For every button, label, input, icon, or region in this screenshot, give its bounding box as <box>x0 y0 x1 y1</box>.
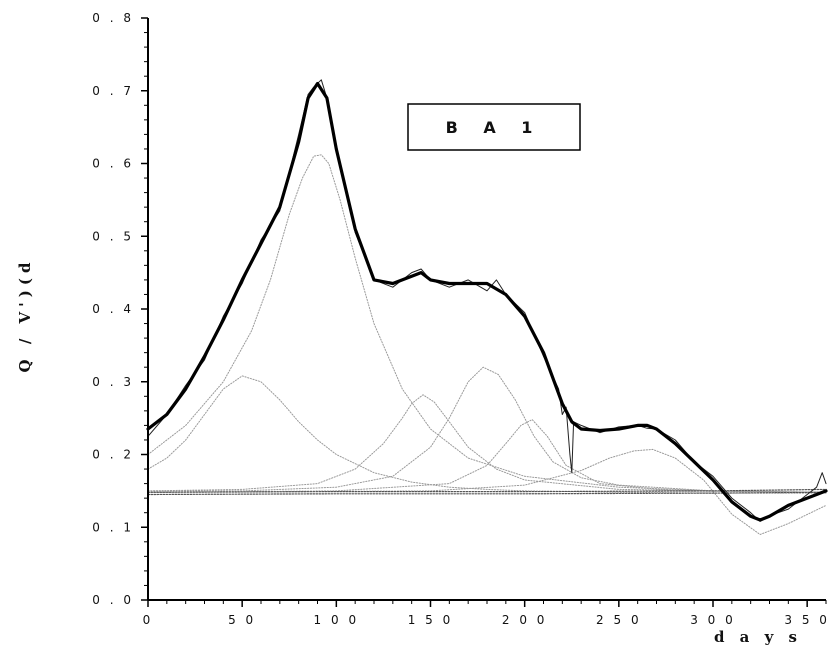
y-tick-label: 0 . 4 <box>92 302 134 316</box>
series-line-component-4 <box>147 394 827 493</box>
series-line-baseline-8 <box>147 488 827 493</box>
baseline-curves <box>147 488 827 496</box>
x-tick-label: 3 5 0 <box>784 613 828 627</box>
series-line-component-7 <box>147 448 827 535</box>
series-line-bold-fit-0 <box>146 81 828 522</box>
component-curves <box>147 154 827 535</box>
series-line-baseline-9 <box>147 491 827 496</box>
y-axis-title: Q / V')(d <box>16 258 34 373</box>
legend-text: B A 1 <box>446 118 543 137</box>
x-tick-label: 1 0 0 <box>314 613 360 627</box>
ticks: 0 . 0 0 . 1 0 . 2 0 . 3 0 . 4 0 . 5 0 . 6 0 . 7… <box>92 11 828 627</box>
y-tick-label: 0 . 5 <box>92 229 134 243</box>
series-line-component-2 <box>147 375 827 494</box>
x-tick-label: 2 0 0 <box>502 613 548 627</box>
x-axis-title: d a y s <box>714 628 802 646</box>
y-tick-label: 0 . 3 <box>92 375 134 389</box>
x-tick-label: 1 5 0 <box>408 613 454 627</box>
legend-box: B A 1 <box>407 103 581 151</box>
series-line-component-5 <box>147 366 827 493</box>
series-line-component-6 <box>147 419 827 493</box>
y-tick-label: 0 . 6 <box>92 157 134 171</box>
x-tick-label: 2 5 0 <box>596 613 642 627</box>
y-tick-label: 0 . 1 <box>92 520 134 534</box>
y-tick-label: 0 . 2 <box>92 448 134 462</box>
x-tick-label: 3 0 0 <box>690 613 736 627</box>
y-tick-label: 0 . 7 <box>92 84 134 98</box>
legend-frame <box>407 103 581 151</box>
data-curves <box>146 79 828 522</box>
x-tick-label: 5 0 <box>228 613 256 627</box>
x-tick-label: 0 <box>143 613 154 627</box>
series-line-component-3 <box>147 154 827 493</box>
y-tick-label: 0 . 0 <box>92 593 134 607</box>
y-tick-label: 0 . 8 <box>92 11 134 25</box>
